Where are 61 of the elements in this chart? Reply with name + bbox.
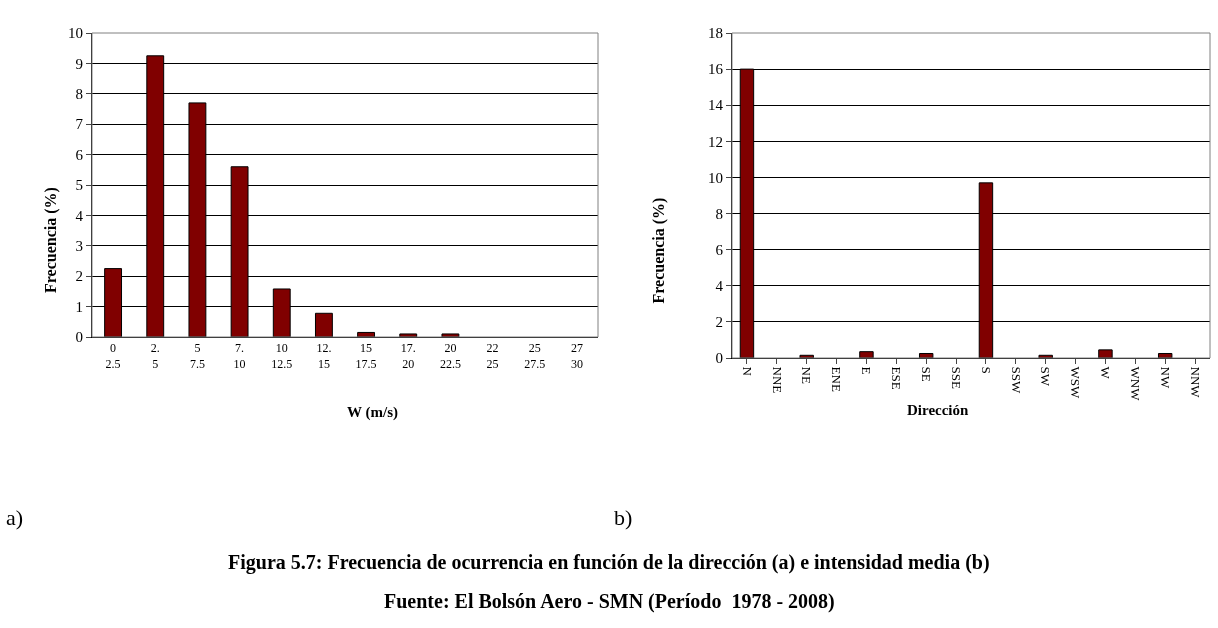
y-tick-label: 12 [708, 133, 723, 150]
source-note: Fuente: El Bolsón Aero - SMN (Período 1978 - 2008) [384, 590, 835, 613]
y-axis-title: Frecuencia (%) [42, 187, 60, 293]
x-tick-label: 2. 5 [150, 341, 160, 371]
y-tick-label: 10 [708, 169, 723, 186]
x-tick-label: NNW [1187, 366, 1203, 399]
x-tick-label: N [739, 366, 755, 377]
text: b) [614, 505, 633, 530]
x-tick-label: WNW [1128, 366, 1144, 402]
y-tick-label: 7 [75, 116, 84, 133]
bar [441, 333, 460, 337]
y-tick-label: 8 [75, 86, 83, 103]
x-tick-label: NNE [769, 366, 785, 394]
x-tick-label: 0 2.5 [105, 341, 121, 371]
x-tick-label: NW [1157, 366, 1173, 389]
y-tick-label: 5 [75, 177, 83, 194]
y-tick-label: 2 [75, 268, 83, 285]
bar [1098, 349, 1113, 358]
x-tick-label: 25 27.5 [524, 341, 546, 371]
x-tick-label: 5 7.5 [189, 341, 205, 371]
x-tick-label: SSE [948, 366, 964, 390]
y-tick-label: 4 [715, 278, 724, 295]
text: Figura 5.7: Frecuencia de ocurrencia en función de la dirección (a) e intensidad media (b) [228, 551, 990, 574]
x-tick-label: 20 22.5 [439, 341, 461, 371]
x-tick-label: 17. 20 [400, 341, 416, 371]
y-tick-label: 8 [715, 205, 723, 222]
y-tick-label: 18 [708, 25, 723, 42]
y-tick-label: 1 [75, 298, 83, 315]
x-tick-label: SE [918, 366, 934, 382]
y-axis-title: Frecuencia (%) [649, 197, 668, 304]
x-tick-label: 10 12.5 [271, 341, 293, 371]
x-tick-label: SW [1038, 366, 1054, 387]
x-tick-label: 27 30 [570, 341, 583, 371]
text: a) [6, 505, 24, 530]
y-tick-label: 0 [75, 329, 83, 346]
x-tick-label: 15 17.5 [355, 341, 377, 371]
y-tick-label: 6 [75, 146, 84, 163]
x-tick-label: S [978, 366, 994, 374]
x-tick-label: W [1098, 366, 1114, 380]
x-tick-label: ENE [829, 366, 845, 392]
bar [859, 351, 874, 358]
x-tick-label: 12. 15 [316, 341, 332, 371]
y-tick-label: 6 [715, 241, 724, 258]
y-tick-label: 2 [715, 314, 723, 331]
x-axis-title: Dirección [907, 402, 970, 418]
x-tick-label: WSW [1068, 366, 1084, 400]
y-tick-label: 9 [75, 55, 83, 72]
y-tick-label: 10 [68, 25, 83, 42]
y-tick-label: 14 [708, 97, 724, 114]
x-axis-title: W (m/s) [347, 404, 398, 421]
y-tick-label: 3 [75, 238, 83, 255]
x-tick-label: 22 25 [486, 341, 499, 371]
x-tick-label: NE [799, 366, 815, 384]
y-tick-label: 4 [75, 207, 84, 224]
bar [314, 312, 333, 337]
x-tick-label: 7. 10 [233, 341, 246, 371]
y-tick-label: 0 [715, 350, 723, 367]
y-tick-label: 16 [708, 61, 724, 78]
x-tick-label: SSW [1008, 366, 1024, 395]
x-tick-label: ESE [889, 366, 905, 390]
x-tick-label: E [859, 366, 875, 375]
